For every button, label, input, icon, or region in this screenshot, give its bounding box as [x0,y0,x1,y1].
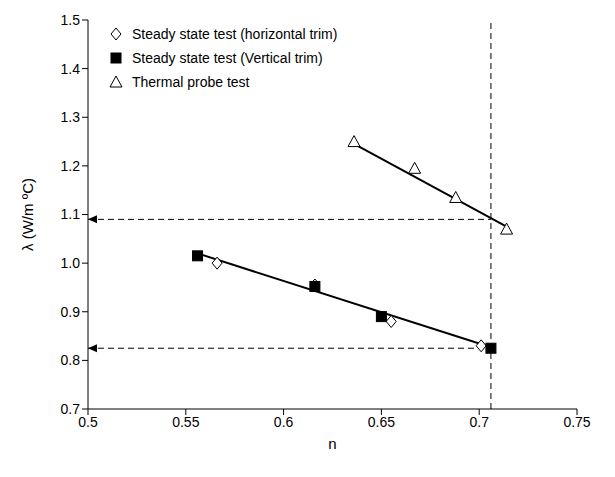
svg-text:0.6: 0.6 [274,414,294,430]
svg-text:0.7: 0.7 [61,401,81,417]
svg-text:0.55: 0.55 [172,414,199,430]
svg-text:0.7: 0.7 [469,414,489,430]
svg-text:1.2: 1.2 [61,158,81,174]
svg-text:1.1: 1.1 [61,206,81,222]
svg-text:1.5: 1.5 [61,12,81,28]
svg-text:0.75: 0.75 [563,414,590,430]
html-text:Steady state test (horizontal: Steady state test (horizontal trim) [132,26,338,42]
svg-text:1.0: 1.0 [61,255,81,271]
svg-text:0.65: 0.65 [368,414,395,430]
svg-text:0.8: 0.8 [61,352,81,368]
svg-text:0.9: 0.9 [61,304,81,320]
svg-text:0.5: 0.5 [78,414,98,430]
html-text:Thermal probe test: Thermal probe test [132,74,250,90]
svg-text:1.3: 1.3 [61,109,81,125]
svg-text:λ (W/m ºC): λ (W/m ºC) [19,178,36,251]
html-text:Steady state test (Vertical tr: Steady state test (Vertical trim) [132,50,323,66]
svg-text:n: n [328,435,336,452]
svg-text:1.4: 1.4 [61,61,81,77]
